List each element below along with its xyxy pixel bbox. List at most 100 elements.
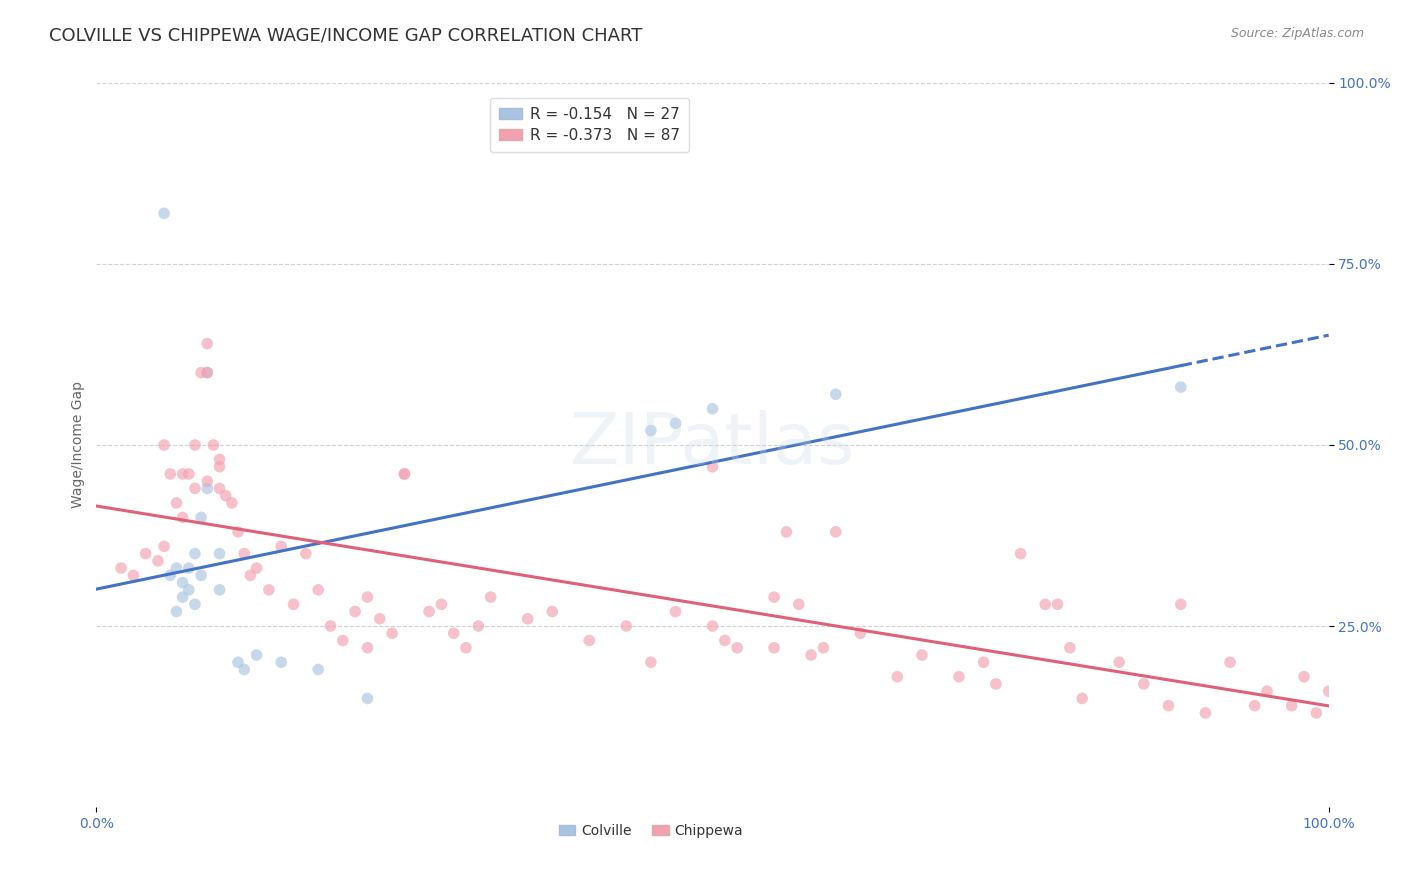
Point	[135, 547, 157, 561]
Point	[190, 510, 212, 524]
Point	[356, 640, 378, 655]
Point	[479, 590, 502, 604]
Point	[319, 619, 342, 633]
Text: COLVILLE VS CHIPPEWA WAGE/INCOME GAP CORRELATION CHART: COLVILLE VS CHIPPEWA WAGE/INCOME GAP COR…	[49, 27, 643, 45]
Point	[307, 582, 329, 597]
Point	[177, 561, 200, 575]
Point	[1243, 698, 1265, 713]
Point	[177, 467, 200, 481]
Point	[787, 597, 810, 611]
Legend: Colville, Chippewa: Colville, Chippewa	[553, 819, 748, 844]
Point	[454, 640, 477, 655]
Point	[1170, 597, 1192, 611]
Point	[800, 648, 823, 662]
Point	[849, 626, 872, 640]
Point	[1033, 597, 1056, 611]
Text: ZIPatlas: ZIPatlas	[569, 410, 855, 480]
Point	[1194, 706, 1216, 720]
Point	[1010, 547, 1032, 561]
Point	[153, 206, 176, 220]
Point	[332, 633, 354, 648]
Point	[1305, 706, 1327, 720]
Point	[122, 568, 145, 582]
Point	[159, 467, 181, 481]
Point	[245, 561, 267, 575]
Point	[702, 459, 724, 474]
Point	[257, 582, 280, 597]
Point	[307, 663, 329, 677]
Point	[1317, 684, 1340, 698]
Point	[1108, 655, 1130, 669]
Point	[172, 510, 194, 524]
Point	[283, 597, 305, 611]
Point	[190, 366, 212, 380]
Point	[172, 590, 194, 604]
Point	[195, 474, 218, 488]
Point	[973, 655, 995, 669]
Point	[153, 540, 176, 554]
Point	[208, 452, 231, 467]
Point	[948, 670, 970, 684]
Point	[725, 640, 748, 655]
Point	[1071, 691, 1094, 706]
Point	[356, 691, 378, 706]
Point	[824, 524, 846, 539]
Point	[226, 524, 249, 539]
Point	[886, 670, 908, 684]
Text: Source: ZipAtlas.com: Source: ZipAtlas.com	[1230, 27, 1364, 40]
Point	[208, 582, 231, 597]
Point	[184, 482, 207, 496]
Point	[356, 590, 378, 604]
Point	[195, 482, 218, 496]
Point	[195, 366, 218, 380]
Point	[184, 547, 207, 561]
Point	[202, 438, 225, 452]
Point	[208, 547, 231, 561]
Point	[270, 655, 292, 669]
Point	[177, 582, 200, 597]
Point	[443, 626, 465, 640]
Point	[172, 575, 194, 590]
Point	[763, 590, 786, 604]
Point	[165, 561, 187, 575]
Point	[1281, 698, 1303, 713]
Point	[368, 612, 391, 626]
Point	[1292, 670, 1315, 684]
Point	[110, 561, 132, 575]
Point	[215, 489, 238, 503]
Point	[195, 366, 218, 380]
Point	[295, 547, 318, 561]
Point	[394, 467, 416, 481]
Point	[824, 387, 846, 401]
Point	[467, 619, 489, 633]
Point	[702, 401, 724, 416]
Point	[344, 605, 367, 619]
Point	[153, 438, 176, 452]
Point	[1219, 655, 1241, 669]
Point	[184, 438, 207, 452]
Point	[226, 655, 249, 669]
Point	[516, 612, 538, 626]
Point	[1256, 684, 1278, 698]
Point	[1059, 640, 1081, 655]
Point	[664, 417, 686, 431]
Point	[775, 524, 797, 539]
Point	[208, 459, 231, 474]
Point	[813, 640, 835, 655]
Point	[702, 619, 724, 633]
Point	[430, 597, 453, 611]
Point	[541, 605, 564, 619]
Point	[911, 648, 934, 662]
Point	[664, 605, 686, 619]
Point	[221, 496, 243, 510]
Point	[233, 547, 256, 561]
Point	[640, 424, 662, 438]
Point	[614, 619, 637, 633]
Point	[172, 467, 194, 481]
Point	[1157, 698, 1180, 713]
Point	[165, 496, 187, 510]
Point	[984, 677, 1007, 691]
Point	[714, 633, 737, 648]
Point	[1046, 597, 1069, 611]
Point	[239, 568, 262, 582]
